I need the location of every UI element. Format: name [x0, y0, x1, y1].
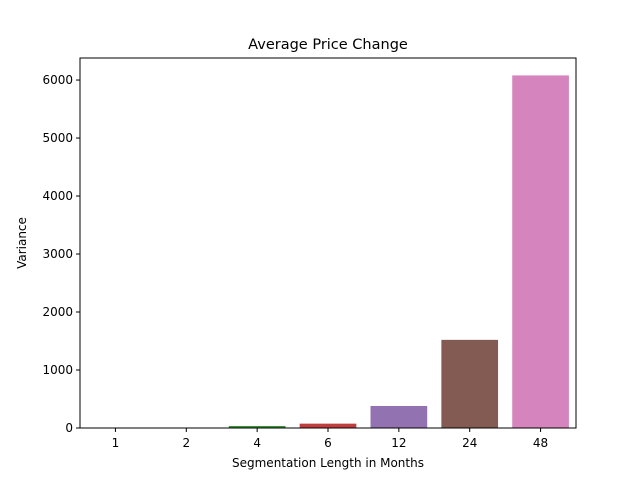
y-tick-label: 4000: [42, 189, 73, 203]
x-axis: 1 2 4 6 12 24 48: [112, 428, 548, 450]
y-tick-label: 0: [65, 421, 73, 435]
x-tick-label: 1: [112, 436, 120, 450]
x-tick-label: 2: [182, 436, 190, 450]
y-axis-label: Variance: [15, 217, 29, 269]
bar-6: [299, 423, 357, 428]
x-tick-label: 24: [462, 436, 477, 450]
y-tick-label: 2000: [42, 305, 73, 319]
bar-48: [512, 75, 569, 429]
x-tick-label: 4: [253, 436, 261, 450]
bars-group: [87, 75, 569, 429]
x-axis-label: Segmentation Length in Months: [232, 456, 424, 470]
y-tick-label: 6000: [42, 73, 73, 87]
x-tick-label: 6: [324, 436, 332, 450]
x-tick-label: 48: [533, 436, 548, 450]
y-tick-label: 3000: [42, 247, 73, 261]
y-tick-label: 1000: [42, 363, 73, 377]
plot-frame: [79, 57, 577, 429]
y-axis: 0 1000 2000 3000 4000 5000 6000: [42, 73, 80, 435]
y-tick-label: 5000: [42, 131, 73, 145]
bar-4: [228, 425, 286, 428]
bar-12: [370, 405, 428, 428]
x-tick-label: 12: [391, 436, 406, 450]
bar-24: [441, 339, 499, 428]
chart-title: Average Price Change: [248, 37, 408, 53]
